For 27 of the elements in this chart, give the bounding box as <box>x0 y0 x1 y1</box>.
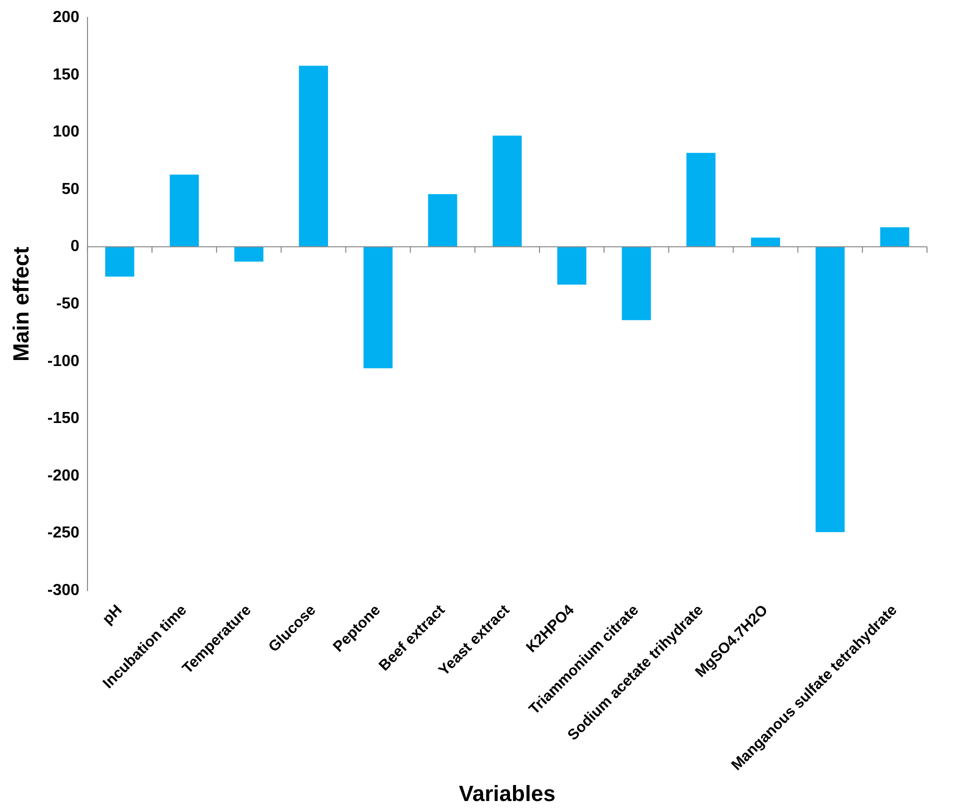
bar <box>298 66 328 247</box>
bar <box>364 246 393 368</box>
y-tick-label: 200 <box>52 9 80 26</box>
bar <box>105 246 134 277</box>
y-tick-label: 150 <box>52 66 80 84</box>
bar <box>816 246 845 532</box>
bar <box>622 246 651 320</box>
y-tick-label: 0 <box>70 238 80 256</box>
bar <box>170 174 199 247</box>
bar <box>880 227 910 247</box>
x-tick-label: pH <box>99 602 126 628</box>
x-axis-title: Variables <box>458 780 556 806</box>
bar <box>557 246 586 285</box>
bar <box>234 246 264 262</box>
bar <box>686 152 716 247</box>
bar <box>751 238 780 247</box>
y-tick-label: 100 <box>52 124 80 141</box>
y-tick-label: -250 <box>47 524 80 542</box>
y-tick-label: 50 <box>62 180 80 198</box>
y-tick-label: -50 <box>56 295 80 312</box>
y-tick-label: -200 <box>47 467 80 484</box>
y-tick-label: -150 <box>47 410 80 428</box>
y-axis-title: Main effect <box>8 246 34 362</box>
y-tick-label: -300 <box>47 582 80 599</box>
y-tick-label: -100 <box>47 352 80 370</box>
bar <box>428 194 458 247</box>
bar <box>492 136 522 247</box>
